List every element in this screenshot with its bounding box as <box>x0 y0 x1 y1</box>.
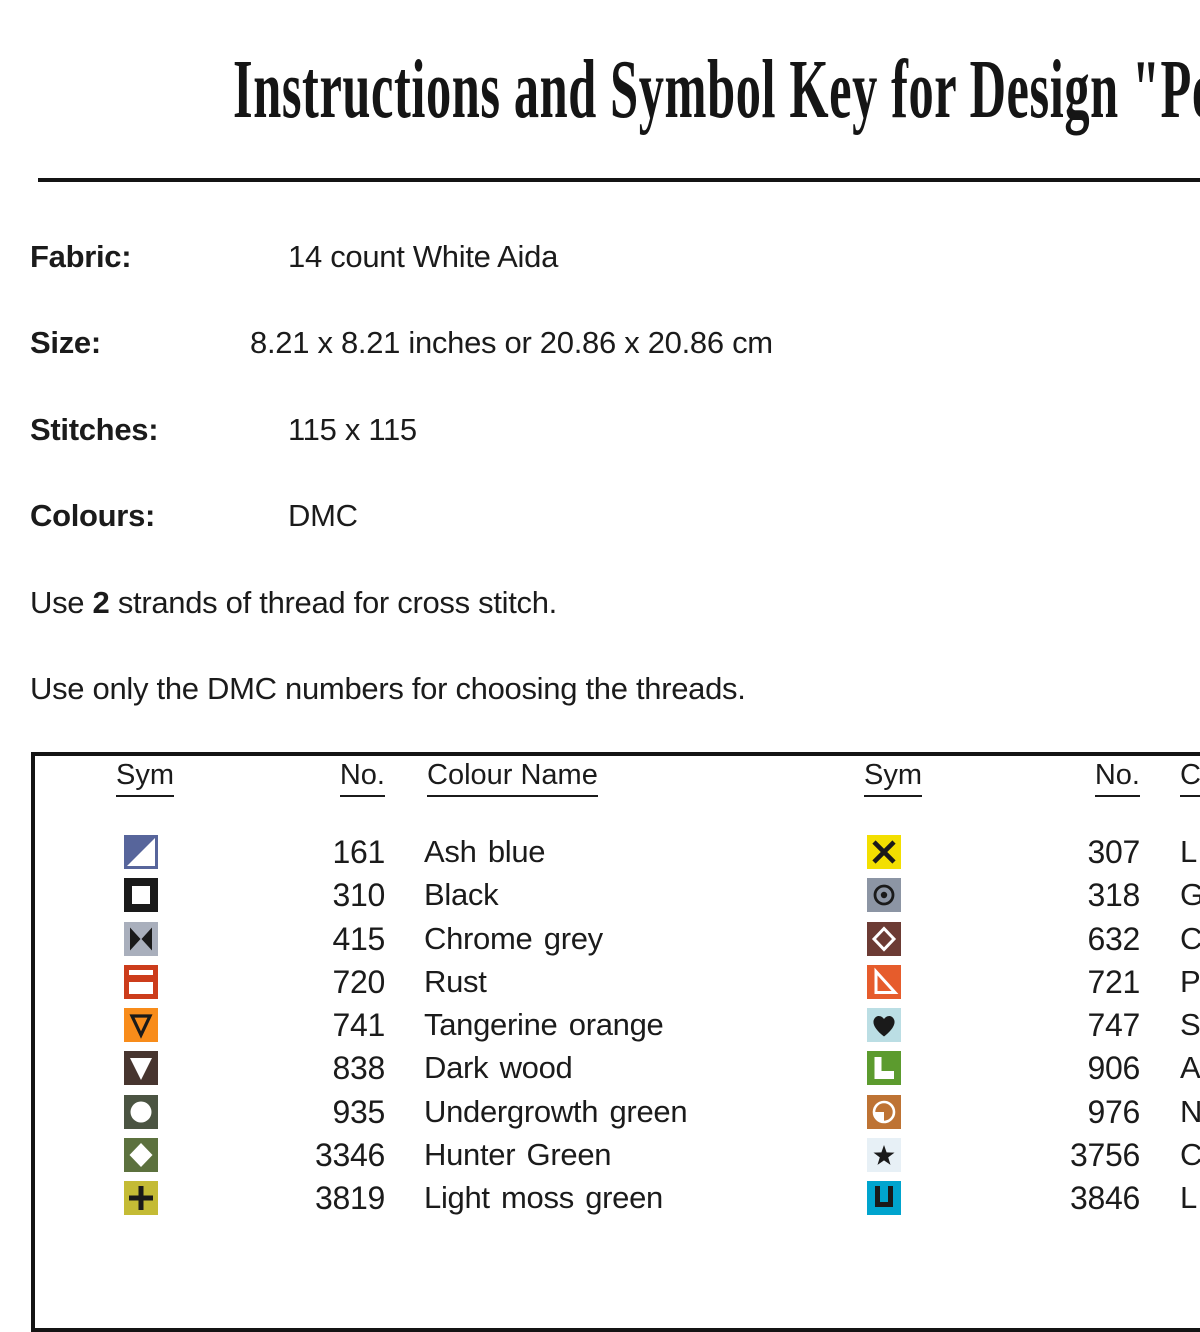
header-colour-left: Colour Name <box>427 759 598 797</box>
circle-icon <box>124 1094 158 1129</box>
colour-name: Undergrowth green <box>424 1093 688 1129</box>
dmc-number: 307 <box>1087 834 1141 870</box>
quarter-circle-icon <box>867 1094 901 1129</box>
header-no-left: No. <box>255 759 385 797</box>
open-right-triangle-icon <box>867 964 901 999</box>
dmc-number: 161 <box>332 834 386 870</box>
colours-label: Colours: <box>30 498 156 533</box>
colour-name: Dark wood <box>424 1050 573 1086</box>
colour-name: N <box>1180 1093 1200 1129</box>
window-icon <box>124 964 158 999</box>
dmc-number: 906 <box>1087 1050 1141 1087</box>
key-table-row: 415 Chrome grey <box>35 920 1200 957</box>
page-title: Instructions and Symbol Key for Design "… <box>233 43 1200 136</box>
diamond-icon <box>124 1137 158 1172</box>
size-row: Size: 8.21 x 8.21 inches or 20.86 x 20.8… <box>0 325 1200 361</box>
dmc-number: 632 <box>1087 920 1141 957</box>
dmc-number: 3756 <box>1070 1136 1140 1173</box>
fabric-value: 14 count White Aida <box>288 239 559 274</box>
dmc-number: 3346 <box>315 1136 385 1173</box>
open-diamond-icon <box>867 921 901 956</box>
key-table-row: 3346 Hunter Green <box>35 1136 1200 1173</box>
header-no-right: No. <box>1010 759 1140 797</box>
colours-row: Colours: DMC <box>0 498 1200 534</box>
key-table-row: 741 Tangerine orange <box>35 1008 1200 1042</box>
colour-name: Ash blue <box>424 834 546 869</box>
key-table-row: 161 Ash blue <box>35 835 1200 869</box>
size-value: 8.21 x 8.21 inches or 20.86 x 20.86 cm <box>250 325 773 360</box>
open-triangle-down-icon <box>124 1008 158 1042</box>
stitches-value: 115 x 115 <box>288 412 417 447</box>
key-table-row: 747 S <box>35 1008 1200 1042</box>
x-icon <box>867 835 901 869</box>
colour-name: P <box>1180 963 1200 999</box>
dmc-number: 415 <box>332 920 386 957</box>
key-table-row: 838 Dark wood <box>35 1050 1200 1087</box>
dmc-note: Use only the DMC numbers for choosing th… <box>30 671 746 706</box>
dmc-number: 3846 <box>1070 1180 1140 1216</box>
dmc-number: 310 <box>332 877 386 914</box>
key-table-row: 310 Black <box>35 877 1200 914</box>
header-colour-right: C <box>1180 759 1200 797</box>
instruction-page: { "title": "Instructions and Symbol Key … <box>0 43 1200 1332</box>
key-table-row: 3756 C <box>35 1136 1200 1173</box>
header-sym-left: Sym <box>116 759 174 797</box>
colour-name: C <box>1180 1136 1200 1172</box>
dmc-number: 747 <box>1087 1007 1141 1043</box>
key-table-row: 721 P <box>35 963 1200 1000</box>
triangle-down-icon <box>124 1051 158 1086</box>
key-table-row: 720 Rust <box>35 963 1200 1000</box>
symbol-key-table: Sym No. Colour Name Sym No. C 161 Ash bl… <box>31 752 1200 1332</box>
bowtie-icon <box>124 921 158 956</box>
colour-name: Hunter Green <box>424 1136 612 1172</box>
stitches-row: Stitches: 115 x 115 <box>0 412 1200 448</box>
dmc-number: 741 <box>332 1007 386 1043</box>
u-shape-icon <box>867 1181 901 1215</box>
dmc-number: 720 <box>332 963 386 1000</box>
dmc-number: 935 <box>332 1093 386 1130</box>
colour-name: S <box>1180 1007 1200 1042</box>
strands-note-prefix: Use <box>30 585 93 620</box>
fabric-label: Fabric: <box>30 239 132 274</box>
title-divider-rule <box>38 178 1200 182</box>
colour-name: A <box>1180 1050 1200 1086</box>
key-table-row: 935 Undergrowth green <box>35 1093 1200 1130</box>
strands-count: 2 <box>92 585 110 620</box>
key-table-row: 318 G <box>35 877 1200 914</box>
open-square-icon <box>124 878 158 913</box>
strands-note: Use 2 strands of thread for cross stitch… <box>30 585 557 621</box>
colour-name: Black <box>424 877 499 913</box>
key-table-row: 906 A <box>35 1050 1200 1087</box>
colour-name: Rust <box>424 963 487 999</box>
circle-dot-icon <box>867 878 901 913</box>
dmc-number: 976 <box>1087 1093 1141 1130</box>
dmc-number: 721 <box>1087 963 1141 1000</box>
dmc-number: 838 <box>332 1050 386 1087</box>
heart-icon <box>867 1008 901 1042</box>
dmc-number: 318 <box>1087 877 1141 914</box>
colour-name: L <box>1180 834 1197 869</box>
colour-name: Chrome grey <box>424 920 603 956</box>
colours-value: DMC <box>288 498 358 533</box>
stitches-label: Stitches: <box>30 412 159 447</box>
key-table-row: 307 L <box>35 835 1200 869</box>
colour-name: L <box>1180 1180 1197 1215</box>
l-shape-icon <box>867 1051 901 1086</box>
size-label: Size: <box>30 325 101 360</box>
corner-triangle-icon <box>124 835 158 869</box>
colour-name: G <box>1180 877 1200 913</box>
colour-name: C <box>1180 920 1200 956</box>
strands-note-suffix: strands of thread for cross stitch. <box>109 585 557 620</box>
key-table-row: 3846 L <box>35 1181 1200 1215</box>
fabric-row: Fabric: 14 count White Aida <box>0 239 1200 275</box>
colour-name: Tangerine orange <box>424 1007 664 1042</box>
key-table-row: 976 N <box>35 1093 1200 1130</box>
star-icon <box>867 1137 901 1172</box>
header-sym-right: Sym <box>864 759 922 797</box>
key-table-row: 632 C <box>35 920 1200 957</box>
